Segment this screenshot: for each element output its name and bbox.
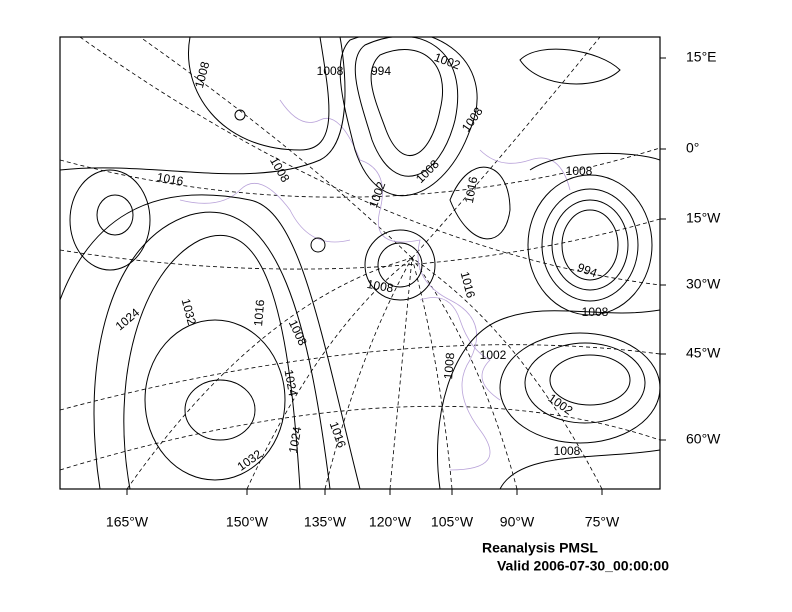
isobars — [60, 37, 660, 489]
isobar-label: 1016 — [327, 420, 349, 450]
isobar-label: 1024 — [282, 368, 300, 397]
isobar-label: 1008 — [366, 277, 395, 295]
graticule — [60, 37, 660, 489]
isobar-label: 1008 — [459, 104, 486, 134]
lon-label: 150°W — [226, 514, 269, 530]
lon-label: 105°W — [431, 514, 474, 530]
isobar-label: 994 — [575, 260, 599, 280]
isobar-label: 1032 — [179, 297, 200, 327]
isobar-labels: 1008 1008 994 1002 1008 1008 1016 1002 1… — [113, 50, 609, 474]
isobar-label: 1008 — [317, 64, 344, 78]
lat-label: 30°W — [686, 276, 721, 292]
isobar-label: 1008 — [413, 157, 442, 186]
isobar-label: 1008 — [566, 164, 593, 178]
lon-label: 75°W — [585, 514, 620, 530]
lon-label: 90°W — [500, 514, 535, 530]
map-area: 1008 1008 994 1002 1008 1008 1016 1002 1… — [60, 37, 660, 489]
isobar-label: 1016 — [251, 299, 267, 327]
map-frame — [59, 36, 661, 490]
isobar-label: 1002 — [480, 348, 507, 362]
right-axis: 15°E 0° 15°W 30°W 45°W 60°W — [660, 49, 721, 447]
isobar-label: 1008 — [554, 444, 581, 458]
isobar-label: 994 — [371, 64, 391, 78]
bottom-axis: 165°W 150°W 135°W 120°W 105°W 90°W 75°W — [106, 489, 620, 530]
subtitle: Valid 2006-07-30_00:00:00 — [497, 558, 669, 574]
lon-label: 120°W — [369, 514, 412, 530]
lon-label: 165°W — [106, 514, 149, 530]
lat-label: 0° — [686, 140, 699, 156]
title: Reanalysis PMSL — [482, 540, 598, 556]
lat-label: 45°W — [686, 345, 721, 361]
isobar-label: 1002 — [546, 391, 576, 418]
isobar-label: 1024 — [113, 305, 143, 333]
isobar-label: 1008 — [192, 60, 213, 90]
isobar-label: 1008 — [582, 305, 609, 319]
lat-label: 15°W — [686, 210, 721, 226]
lat-label: 60°W — [686, 431, 721, 447]
isobar-label: 1016 — [156, 170, 185, 188]
isobar-label: 1008 — [286, 318, 310, 348]
coastlines — [179, 99, 571, 471]
isobar-label: 1008 — [267, 155, 293, 185]
isobar-label: 1016 — [462, 175, 480, 204]
isobar-label: 1024 — [286, 425, 304, 454]
isobar-label: 1008 — [441, 352, 457, 380]
isobar-label: 1002 — [366, 179, 388, 209]
lon-label: 135°W — [304, 514, 347, 530]
lat-label: 15°E — [686, 49, 717, 65]
isobar-label: 1016 — [458, 270, 479, 300]
